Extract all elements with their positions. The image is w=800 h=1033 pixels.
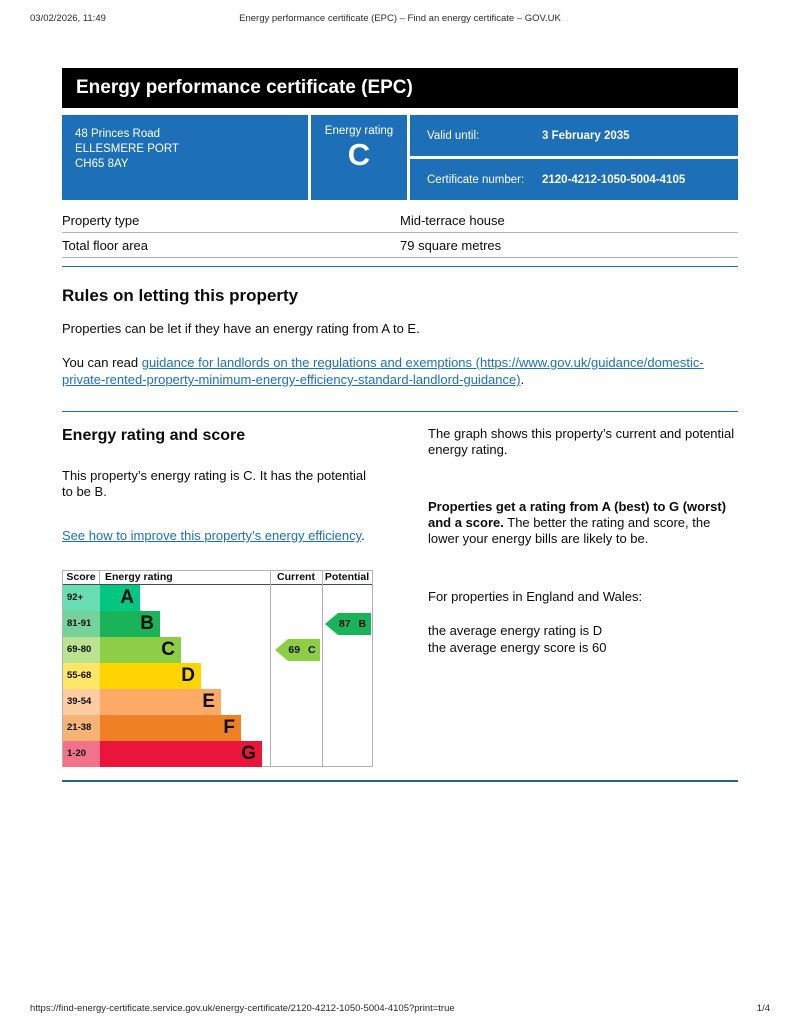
epc-band-score-range: 55-68 (63, 663, 100, 689)
epc-band-score-range: 1-20 (63, 741, 100, 767)
epc-band-score-range: 81-91 (63, 611, 100, 637)
average-stats-paragraph: the average energy rating is D the averag… (428, 622, 738, 656)
certificate-number-value: 2120-4212-1050-5004-4105 (542, 173, 686, 186)
improve-suffix: . (361, 528, 365, 543)
chart-header-current: Current (277, 571, 315, 583)
epc-rating-chart: Score Energy rating Current Potential 92… (62, 570, 373, 767)
address-line-2: ELLESMERE PORT (75, 143, 179, 156)
property-address-box: 48 Princes Road ELLESMERE PORT CH65 8AY (62, 115, 308, 200)
epc-band-g: 1-20 G (63, 741, 372, 767)
browser-print-header: 03/02/2026, 11:49 Energy performance cer… (30, 13, 770, 27)
epc-band-c: 69-80 C (63, 637, 372, 663)
landlord-guidance-paragraph: You can read guidance for landlords on t… (62, 354, 738, 388)
epc-band-score-range: 39-54 (63, 689, 100, 715)
rating-right-column: The graph shows this property’s current … (428, 426, 738, 767)
epc-band-e: 39-54 E (63, 689, 372, 715)
graph-description-paragraph: The graph shows this property’s current … (428, 426, 735, 457)
epc-band-score-range: 92+ (63, 585, 100, 611)
epc-band-a: 92+ A (63, 585, 372, 611)
rating-heading: Energy rating and score (62, 427, 246, 444)
valid-until-label: Valid until: (427, 129, 480, 142)
table-row: Total floor area 79 square metres (62, 233, 738, 258)
energy-rating-value: C (347, 137, 371, 172)
property-type-value: Mid-terrace house (400, 212, 505, 228)
chart-header-energy-rating: Energy rating (105, 571, 173, 583)
chart-header-score: Score (63, 571, 100, 584)
print-page-title: Energy performance certificate (EPC) – F… (239, 13, 561, 24)
rating-left-column: Energy rating and score This property’s … (62, 426, 378, 767)
validity-box: Valid until: 3 February 2035 Certificate… (410, 115, 738, 200)
epc-band-letter-bar: A (100, 585, 140, 611)
potential-score: 87 (338, 618, 351, 630)
property-details-table: Property type Mid-terrace house Total fl… (62, 208, 738, 258)
browser-print-footer: https://find-energy-certificate.service.… (30, 1003, 770, 1014)
print-datetime: 03/02/2026, 11:49 (30, 13, 106, 24)
average-rating-line: the average energy rating is D (428, 623, 603, 638)
landlord-guidance-link[interactable]: guidance for landlords on the regulation… (62, 355, 704, 387)
epc-banner-title: Energy performance certificate (EPC) (76, 77, 413, 98)
epc-band-score-range: 69-80 (63, 637, 100, 663)
section-divider (62, 266, 738, 267)
certificate-number-row: Certificate number: 2120-4212-1050-5004-… (410, 159, 738, 200)
epc-band-b: 81-91 B (63, 611, 372, 637)
epc-band-letter-bar: E (100, 689, 221, 715)
guidance-text-prefix: You can read (62, 355, 142, 370)
epc-band-d: 55-68 D (63, 663, 372, 689)
rating-and-score-section: Energy rating and score This property’s … (62, 426, 738, 767)
certificate-summary: 48 Princes Road ELLESMERE PORT CH65 8AY … (62, 115, 738, 200)
guidance-text-suffix: . (520, 372, 525, 387)
epc-bands: 92+ A 81-91 B 69-80 C 55-68 D 39-54 E 21-38 F 1-20 G (63, 585, 372, 767)
address-line-3: CH65 8AY (75, 158, 129, 171)
property-type-label: Property type (62, 212, 140, 228)
current-letter: C (308, 644, 316, 656)
print-page-number: 1/4 (756, 1003, 770, 1014)
england-wales-paragraph: For properties in England and Wales: (428, 589, 643, 604)
current-column-divider (270, 571, 271, 766)
certificate-number-label: Certificate number: (427, 173, 525, 186)
epc-band-letter-bar: F (100, 715, 241, 741)
chart-header-row: Score Energy rating Current Potential (63, 571, 372, 585)
current-rating-arrow: 69 C (275, 639, 320, 661)
floor-area-value: 79 square metres (400, 237, 502, 253)
table-row: Property type Mid-terrace house (62, 208, 738, 233)
epc-band-letter-bar: G (100, 741, 262, 767)
rules-heading: Rules on letting this property (62, 286, 299, 305)
energy-rating-label: Energy rating (324, 125, 394, 137)
potential-column-divider (322, 571, 323, 766)
energy-rating-box: Energy rating C (311, 115, 407, 200)
epc-band-letter-bar: C (100, 637, 181, 663)
improve-efficiency-link[interactable]: See how to improve this property’s energ… (62, 528, 362, 543)
epc-band-letter-bar: B (100, 611, 160, 637)
average-score-line: the average energy score is 60 (428, 640, 607, 655)
chart-header-potential: Potential (324, 571, 370, 583)
epc-band-letter-bar: D (100, 663, 201, 689)
print-url: https://find-energy-certificate.service.… (30, 1003, 455, 1014)
potential-letter: B (358, 618, 367, 630)
section-divider (62, 411, 738, 412)
certificate-page: Energy performance certificate (EPC) 48 … (62, 68, 738, 782)
valid-until-row: Valid until: 3 February 2035 (410, 115, 738, 156)
current-score: 69 (288, 644, 301, 656)
rating-explainer-bold: Properties get a rating from A (best) to… (428, 499, 727, 530)
potential-rating-arrow: 87 B (325, 613, 371, 635)
rating-intro-paragraph: This property’s energy rating is C. It h… (62, 468, 366, 499)
epc-band-f: 21-38 F (63, 715, 372, 741)
valid-until-value: 3 February 2035 (542, 129, 630, 142)
epc-band-score-range: 21-38 (63, 715, 100, 741)
improve-paragraph: See how to improve this property’s energ… (62, 528, 378, 544)
address-line-1: 48 Princes Road (75, 128, 161, 140)
rating-explainer-rest: The better the rating and score, the low… (428, 515, 711, 546)
rules-paragraph: Properties can be let if they have an en… (62, 321, 420, 336)
epc-banner: Energy performance certificate (EPC) (62, 68, 738, 108)
section-divider (62, 780, 738, 782)
rating-explainer-paragraph: Properties get a rating from A (best) to… (428, 499, 738, 547)
floor-area-label: Total floor area (62, 237, 148, 253)
